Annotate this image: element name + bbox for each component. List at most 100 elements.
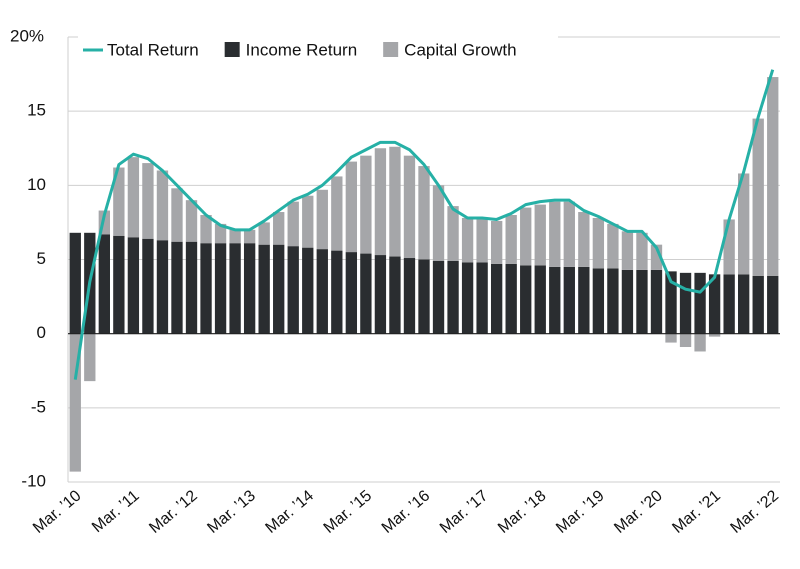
bar	[316, 189, 328, 250]
bar	[490, 263, 503, 334]
bar	[636, 269, 648, 334]
bar	[302, 247, 314, 334]
y-tick-label: -10	[21, 471, 46, 490]
bar	[476, 219, 488, 263]
bar	[113, 167, 125, 236]
bar	[403, 155, 416, 259]
bar	[418, 259, 430, 334]
bar	[549, 266, 561, 334]
x-tick-label: Mar. ’11	[89, 487, 143, 536]
bar	[360, 253, 372, 334]
bar	[694, 333, 706, 352]
bar	[723, 219, 735, 275]
bar	[69, 333, 81, 472]
bar	[69, 232, 81, 334]
bar	[156, 240, 169, 334]
y-tick-label: 15	[27, 101, 46, 120]
bar	[490, 220, 503, 264]
bar	[534, 265, 546, 334]
bar	[113, 235, 125, 334]
bar	[127, 157, 140, 238]
bar	[229, 243, 241, 334]
bar	[432, 260, 445, 334]
bar	[214, 223, 227, 244]
bar	[534, 204, 546, 266]
bar	[549, 201, 561, 267]
bar	[185, 200, 198, 242]
bar	[374, 148, 387, 256]
y-tick-label: 20%	[10, 26, 44, 45]
x-tick-label: Mar. ’16	[379, 487, 434, 537]
bar	[258, 244, 270, 334]
bar	[461, 262, 474, 334]
bar	[592, 217, 605, 269]
bar	[607, 223, 619, 269]
legend-label: Capital Growth	[404, 40, 516, 59]
bar	[752, 118, 764, 276]
bar	[331, 176, 343, 251]
legend: Total Return Income Return Capital Growth	[78, 36, 558, 64]
bar	[273, 244, 285, 334]
bar	[258, 222, 270, 245]
bar	[171, 188, 183, 242]
bar	[200, 215, 212, 244]
x-tick-label: Mar. ’18	[495, 487, 550, 537]
bar	[345, 252, 358, 334]
bar	[679, 272, 692, 334]
bar	[432, 185, 445, 261]
bar	[142, 163, 154, 239]
bar	[694, 272, 706, 334]
legend-label: Income Return	[246, 40, 358, 59]
bar	[723, 274, 735, 334]
bar	[505, 263, 517, 334]
bar	[738, 173, 750, 275]
bar	[98, 210, 110, 235]
bar	[389, 256, 401, 334]
x-tick-label: Mar. ’19	[553, 487, 608, 537]
bar	[607, 268, 619, 334]
bar	[287, 201, 299, 247]
bar	[563, 201, 575, 267]
bar	[708, 274, 721, 334]
legend-label: Total Return	[107, 40, 199, 59]
bar	[374, 255, 387, 334]
bar	[767, 275, 779, 334]
bar	[403, 258, 416, 334]
bar	[447, 206, 459, 261]
bar	[360, 155, 372, 254]
bar	[650, 269, 663, 334]
bar	[331, 250, 343, 334]
bar	[578, 212, 590, 267]
bar	[738, 274, 750, 334]
bar	[171, 241, 183, 334]
bar	[578, 266, 590, 334]
y-tick-label: 10	[27, 175, 46, 194]
bar	[461, 217, 474, 263]
bar	[84, 333, 96, 382]
bar	[243, 243, 256, 334]
bar	[621, 269, 634, 334]
bar	[98, 234, 110, 334]
bar	[273, 212, 285, 245]
legend-swatch	[383, 42, 399, 57]
bar	[505, 215, 517, 264]
bar	[302, 195, 314, 248]
y-tick-label: 0	[37, 323, 46, 342]
bar	[156, 170, 169, 241]
bar	[389, 146, 401, 257]
y-tick-label: 5	[37, 249, 46, 268]
bar	[345, 161, 358, 253]
x-tick-label: Mar. ’13	[204, 487, 259, 537]
x-tick-label: Mar. ’12	[146, 487, 201, 537]
x-tick-label: Mar. ’21	[669, 487, 724, 537]
y-tick-label: -5	[31, 397, 46, 416]
bar	[229, 229, 241, 244]
legend-bg	[78, 36, 558, 64]
bar	[185, 241, 198, 334]
bar	[520, 207, 532, 266]
x-tick-label: Mar. ’10	[30, 487, 85, 537]
bar	[287, 246, 299, 334]
bar	[418, 166, 430, 260]
